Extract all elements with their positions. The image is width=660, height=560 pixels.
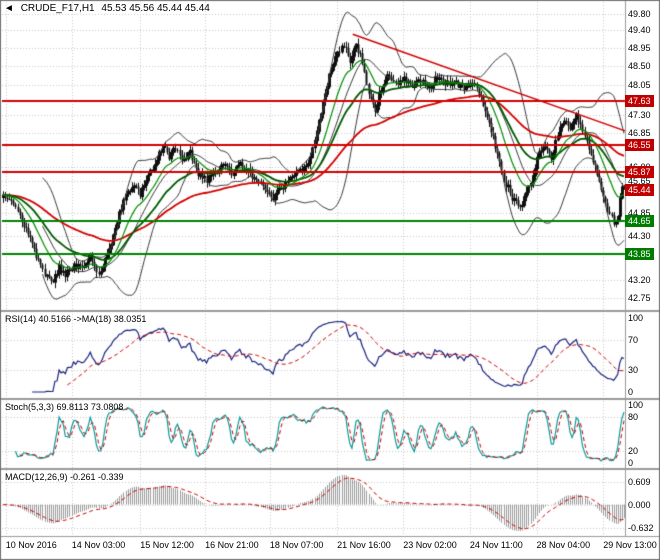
symbol-period-label: CRUDE_F17,H1	[20, 3, 95, 14]
stoch-indicator-label: Stoch(5,3,3) 69.8113 73.0808	[5, 402, 124, 412]
macd-indicator-label: MACD(12,26,9) -0.261 -0.339	[5, 472, 124, 482]
chart-title: ◄ CRUDE_F17,H1 45.53 45.56 45.44 45.44	[4, 3, 214, 14]
time-axis[interactable]	[0, 537, 660, 560]
rsi-indicator-label: RSI(14) 40.5166 ->MA(18) 38.0351	[5, 314, 147, 324]
collapse-arrow-icon: ◄	[4, 3, 14, 14]
ohlc-readout: 45.53 45.56 45.44 45.44	[101, 3, 210, 14]
price-axis[interactable]	[625, 0, 660, 536]
